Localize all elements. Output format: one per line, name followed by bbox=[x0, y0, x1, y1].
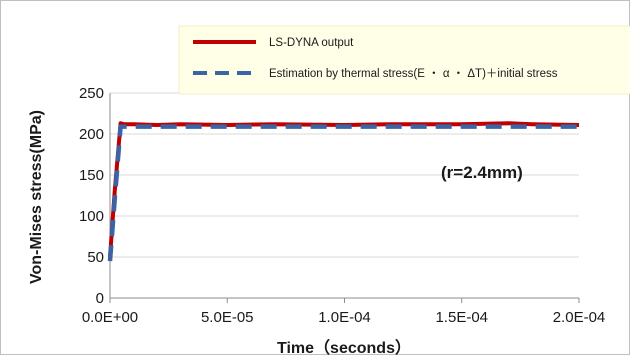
legend-box bbox=[178, 25, 630, 95]
y-tick-label: 0 bbox=[96, 290, 104, 307]
tick-labels: 0 50 100 150 200 250 0.0E+00 5.0E-05 1.0E-04 1.5E… bbox=[79, 85, 605, 326]
series-lines bbox=[107, 121, 580, 262]
y-tick-label: 250 bbox=[79, 85, 104, 102]
axes bbox=[109, 93, 580, 303]
x-tick-label: 1.5E-04 bbox=[435, 309, 488, 326]
legend: LS-DYNA output Estimation by thermal str… bbox=[178, 25, 630, 95]
legend-label-ls-dyna: LS-DYNA output bbox=[269, 37, 354, 49]
x-tick-label: 5.0E-05 bbox=[201, 309, 254, 326]
y-tick-label: 50 bbox=[87, 249, 104, 266]
series-line-ls-dyna bbox=[108, 121, 580, 258]
x-tick-label: 2.0E-04 bbox=[553, 309, 606, 326]
x-tick-label: 0.0E+00 bbox=[82, 309, 138, 326]
y-tick-label: 200 bbox=[79, 126, 104, 143]
y-tick-label: 150 bbox=[79, 167, 104, 184]
x-tick-label: 1.0E-04 bbox=[318, 309, 371, 326]
y-tick-label: 100 bbox=[79, 208, 104, 225]
y-axis-title: Von-Mises stress(MPa) bbox=[28, 110, 45, 284]
radius-annotation: (r=2.4mm) bbox=[441, 163, 523, 182]
x-axis-title: Time（seconds） bbox=[277, 339, 411, 356]
legend-label-estimation: Estimation by thermal stress(E ・ α ・ ΔT)… bbox=[269, 68, 558, 80]
series-line-estimation bbox=[107, 124, 579, 262]
